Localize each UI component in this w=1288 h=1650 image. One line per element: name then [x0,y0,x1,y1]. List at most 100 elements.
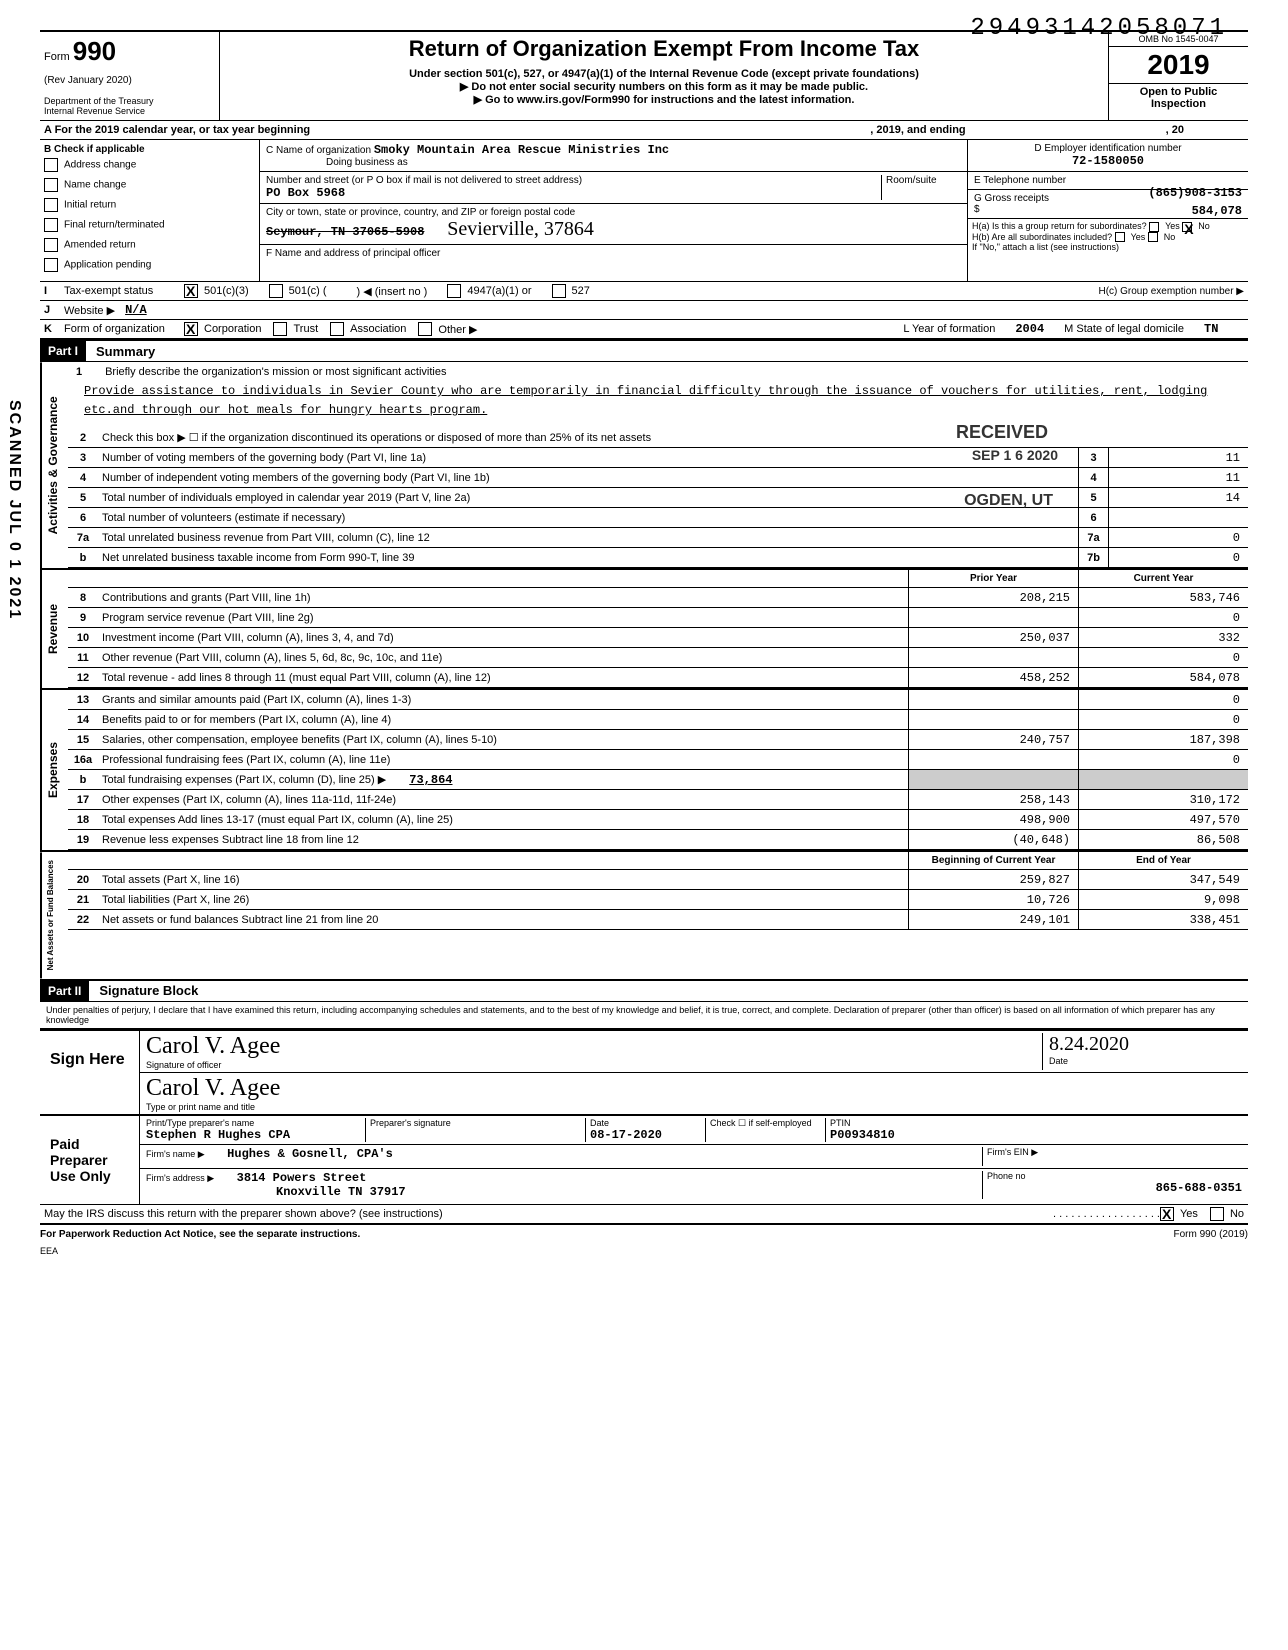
hb-label: H(b) Are all subordinates included? [972,232,1112,242]
page-footer: For Paperwork Reduction Act Notice, see … [40,1224,1248,1240]
l12: Total revenue - add lines 8 through 11 (… [98,670,908,686]
firm-addr2: Knoxville TN 37917 [276,1185,406,1199]
part-1-header: Part I Summary [40,339,1248,362]
check-4947[interactable] [447,284,461,298]
l18: Total expenses Add lines 13-17 (must equ… [98,812,908,828]
l7b: Net unrelated business taxable income fr… [98,550,1078,566]
check-501c[interactable] [269,284,283,298]
l11: Other revenue (Part VIII, column (A), li… [98,650,908,666]
p12: 458,252 [908,668,1078,687]
c15: 187,398 [1078,730,1248,749]
ha-yes[interactable] [1149,222,1159,232]
ssn-warning: ▶ Do not enter social security numbers o… [224,80,1104,93]
l20: Total assets (Part X, line 16) [98,872,908,888]
c14: 0 [1078,710,1248,729]
p15: 240,757 [908,730,1078,749]
po-box: PO Box 5968 [266,186,345,200]
form-rev: (Rev January 2020) [44,75,215,86]
stamp-date: SEP 1 6 2020 [972,447,1058,463]
sub-title: Under section 501(c), 527, or 4947(a)(1)… [224,68,1104,80]
c13: 0 [1078,690,1248,709]
officer-name: Carol V. Agee [146,1075,280,1101]
b22: 249,101 [908,910,1078,929]
h-note: If "No," attach a list (see instructions… [972,242,1119,252]
website: N/A [125,303,147,317]
hb-yes[interactable] [1115,232,1125,242]
p9 [908,608,1078,627]
p8: 208,215 [908,588,1078,607]
side-revenue: Revenue [40,570,68,688]
preparer-label: Paid Preparer Use Only [40,1116,140,1204]
l16a: Professional fundraising fees (Part IX, … [98,752,908,768]
check-final[interactable] [44,218,58,232]
check-name[interactable] [44,178,58,192]
ein: 72-1580050 [1072,154,1144,168]
tel: (865)908-3153 [1148,186,1242,200]
ptin: P00934810 [830,1128,895,1142]
sign-date: 8.24.2020 [1049,1033,1129,1055]
line-k: K Form of organization Corporation Trust… [40,320,1248,339]
c19: 86,508 [1078,830,1248,849]
l16b: Total fundraising expenses (Part IX, col… [98,771,908,789]
l13: Grants and similar amounts paid (Part IX… [98,692,908,708]
e20: 347,549 [1078,870,1248,889]
discuss-yes[interactable] [1160,1207,1174,1221]
tel-label: E Telephone number [974,175,1066,186]
tax-year: 2019 [1109,47,1248,83]
check-initial[interactable] [44,198,58,212]
perjury-text: Under penalties of perjury, I declare th… [40,1002,1248,1029]
l1-label: Briefly describe the organization's miss… [105,366,446,378]
officer-label: F Name and address of principal officer [266,248,440,259]
l17: Other expenses (Part IX, column (A), lin… [98,792,908,808]
check-other[interactable] [418,322,432,336]
line-a: A For the 2019 calendar year, or tax yea… [40,121,1248,140]
check-527[interactable] [552,284,566,298]
sign-here-section: Sign Here Carol V. Agee Signature of off… [40,1029,1248,1114]
goto-line: ▶ Go to www.irs.gov/Form990 for instruct… [224,93,1104,106]
l5: Total number of individuals employed in … [98,490,1078,506]
l3: Number of voting members of the governin… [98,450,1078,466]
form-header: Form 990 (Rev January 2020) Department o… [40,30,1248,121]
hdr-prior: Prior Year [908,570,1078,587]
v3: 11 [1108,448,1248,467]
l6: Total number of volunteers (estimate if … [98,510,1078,526]
ha-label: H(a) Is this a group return for subordin… [972,221,1147,231]
discuss-no[interactable] [1210,1207,1224,1221]
check-address[interactable] [44,158,58,172]
check-assoc[interactable] [330,322,344,336]
hdr-beg: Beginning of Current Year [908,852,1078,869]
ein-label: D Employer identification number [1034,143,1181,154]
eea: EEA [40,1246,1248,1256]
dln-number: 29493142058071 [970,15,1228,42]
side-governance: Activities & Governance [40,362,68,568]
check-corp[interactable] [184,322,198,336]
discuss-line: May the IRS discuss this return with the… [40,1204,1248,1224]
p10: 250,037 [908,628,1078,647]
c17: 310,172 [1078,790,1248,809]
p14 [908,710,1078,729]
v7a: 0 [1108,528,1248,547]
check-501c3[interactable] [184,284,198,298]
gross-label: G Gross receipts [974,193,1049,204]
dept: Department of the Treasury [44,96,215,106]
preparer-section: Paid Preparer Use Only Print/Type prepar… [40,1114,1248,1204]
l14: Benefits paid to or for members (Part IX… [98,712,908,728]
l15: Salaries, other compensation, employee b… [98,732,908,748]
v4: 11 [1108,468,1248,487]
section-b: B Check if applicable Address change Nam… [40,140,1248,282]
l10: Investment income (Part VIII, column (A)… [98,630,908,646]
org-name: Smoky Mountain Area Rescue Ministries In… [374,143,669,157]
hb-no[interactable] [1148,232,1158,242]
ha-no[interactable] [1182,222,1192,232]
c10: 332 [1078,628,1248,647]
c16a: 0 [1078,750,1248,769]
firm-ein-label: Firm's EIN ▶ [982,1147,1242,1166]
irs: Internal Revenue Service [44,106,215,116]
c18: 497,570 [1078,810,1248,829]
check-amended[interactable] [44,238,58,252]
l9: Program service revenue (Part VIII, line… [98,610,908,626]
check-pending[interactable] [44,258,58,272]
check-trust[interactable] [273,322,287,336]
v6 [1108,508,1248,527]
l8: Contributions and grants (Part VIII, lin… [98,590,908,606]
